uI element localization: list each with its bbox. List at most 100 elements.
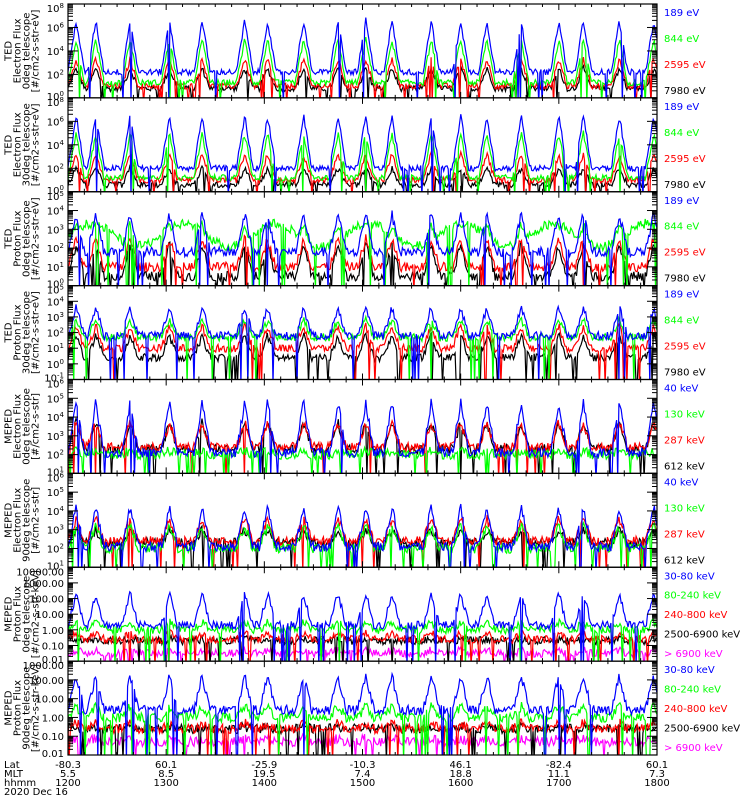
legend-entry: 30-80 keV: [664, 665, 715, 676]
series-line-2595-ev: [68, 234, 657, 286]
y-tick-label: 0.10: [42, 732, 64, 743]
y-tick-label: 0.01: [42, 749, 64, 760]
y-tick-label: 102: [47, 68, 64, 81]
y-tick-label: 1000.00: [23, 661, 64, 672]
series-line-7980-ev: [68, 331, 657, 380]
y-tick-label: 101: [47, 465, 64, 478]
x-tick-label-mlt: 11.1: [548, 769, 570, 780]
legend-entry: 844 eV: [664, 316, 699, 327]
x-tick-label-hhmm: 1300: [153, 778, 178, 789]
legend-entry: 2595 eV: [664, 342, 706, 353]
y-axis-label-line: MEPED: [4, 690, 15, 725]
y-tick-label: 102: [47, 327, 64, 340]
y-axis-label-line: TED: [4, 134, 15, 155]
series-line-7980-ev: [68, 63, 657, 98]
plot-area: [68, 590, 657, 662]
y-axis-label-line: 0deg telescope: [22, 13, 33, 90]
series-line-189-ev: [68, 17, 657, 98]
series-line-612-kev: [68, 524, 657, 568]
y-axis-label-line: 0deg telescope: [22, 200, 33, 277]
legend-entry: 612 keV: [664, 555, 705, 566]
x-tick-label-mlt: 7.3: [649, 769, 665, 780]
y-axis-label: TEDElectron Flux30deg telescope[#/cm2-s-…: [4, 103, 42, 186]
y-axis-label-line: Electron Flux: [13, 112, 24, 177]
y-tick-label: 10.00: [35, 695, 64, 706]
series-line-2595-ev: [68, 149, 657, 192]
y-axis-label: TEDProton Flux30deg telescope[#/cm2-s-st…: [4, 291, 42, 374]
y-axis-label-line: Proton Flux: [13, 304, 24, 360]
y-axis-label-line: TED: [4, 322, 15, 343]
x-tick-label-mlt: 18.8: [450, 769, 472, 780]
y-tick-label: 100: [47, 90, 64, 103]
y-axis-label-line: TED: [4, 41, 15, 62]
y-tick-label: 103: [47, 524, 64, 537]
y-tick-label: 106: [47, 115, 65, 128]
y-tick-label: 105: [47, 190, 64, 203]
x-row-label: MLT: [4, 769, 24, 780]
y-tick-label: 105: [47, 392, 64, 405]
y-axis-label-line: TED: [4, 228, 15, 249]
series-line-189-ev: [68, 210, 657, 286]
y-axis-label-line: 30deg telescope: [22, 103, 33, 186]
y-axis: 100 101 102 103 104 105: [47, 190, 657, 291]
y-axis-label-line: 90deg telescope: [22, 667, 33, 750]
legend-entry: 189 eV: [664, 290, 699, 301]
panel-3: 100 101 102 103 104 105 TEDProton Flux0deg tel…: [4, 190, 706, 291]
legend-entry: 2595 eV: [664, 60, 706, 71]
y-axis-label-line: MEPED: [4, 503, 15, 538]
legend-entry: 40 keV: [664, 477, 698, 488]
y-tick-label: 101: [47, 261, 64, 274]
y-tick-label: 103: [47, 430, 64, 443]
legend-entry: 30-80 keV: [664, 571, 715, 582]
legend-entry: 844 eV: [664, 34, 699, 45]
y-axis: 101 102 103 104 105 106: [47, 471, 657, 572]
y-tick-label: 102: [47, 162, 64, 175]
x-tick-label-lat: 60.1: [646, 760, 668, 771]
y-tick-label: 106: [47, 378, 65, 391]
y-tick-label: 100.00: [29, 676, 64, 687]
y-axis-label-line: [#/cm2-s-str-eV]: [31, 197, 42, 280]
series-line-2595-ev: [68, 321, 657, 380]
y-tick-label: 100: [47, 278, 64, 291]
y-axis-label: TEDProton Flux0deg telescope[#/cm2-s-str…: [4, 197, 42, 280]
legend: 40 keV 130 keV 287 keV 612 keV: [664, 477, 705, 566]
panel-8: 0.010.101.0010.00100.001000.00MEPEDProto…: [4, 660, 740, 760]
legend-entry: > 6900 keV: [664, 649, 723, 660]
legend: 30-80 keV 80-240 keV 240-800 keV 2500-6900 …: [664, 665, 740, 754]
y-tick-label: 104: [47, 45, 65, 58]
x-tick-label-hhmm: 1400: [252, 778, 277, 789]
x-tick-label-hhmm: 1500: [350, 778, 375, 789]
series-line-189-ev: [68, 114, 657, 192]
x-tick-label-lat: -10.3: [350, 760, 376, 771]
y-tick-label: 10000.00: [16, 567, 64, 578]
plot-area: [68, 304, 657, 380]
x-row-label: Lat: [4, 760, 20, 771]
series-line-844-ev: [68, 130, 657, 192]
legend-entry: 2595 eV: [664, 248, 706, 259]
y-tick-label: 100.00: [29, 595, 64, 606]
series-line-287-kev: [68, 514, 657, 568]
y-tick-label: 104: [47, 505, 65, 518]
y-axis-label-line: 0deg telescope: [22, 388, 33, 465]
legend-entry: 130 keV: [664, 409, 705, 420]
series-line-7980-ev: [68, 164, 657, 192]
y-tick-label: 101: [47, 342, 64, 355]
series-line-30-80-kev: [68, 671, 657, 755]
y-axis-label-line: [#/cm2-s-str-keV]: [31, 570, 42, 658]
y-axis-label-line: [#/cm2-s-str]: [31, 393, 42, 460]
legend-entry: 287 keV: [664, 435, 705, 446]
y-axis-label-line: 30deg telescope: [22, 291, 33, 374]
y-axis-label-line: Electron Flux: [13, 394, 24, 459]
legend-entry: > 6900 keV: [664, 743, 723, 754]
panel-frame: [67, 378, 658, 474]
x-tick-label-hhmm: 1600: [448, 778, 473, 789]
y-tick-label: 108: [47, 2, 64, 15]
legend-entry: 7980 eV: [664, 368, 706, 379]
y-tick-label: 100: [47, 358, 64, 371]
y-axis-label-line: [#/cm2-s-str-eV]: [31, 103, 42, 186]
y-tick-label: 105: [47, 284, 64, 297]
y-tick-label: 101: [47, 559, 64, 572]
